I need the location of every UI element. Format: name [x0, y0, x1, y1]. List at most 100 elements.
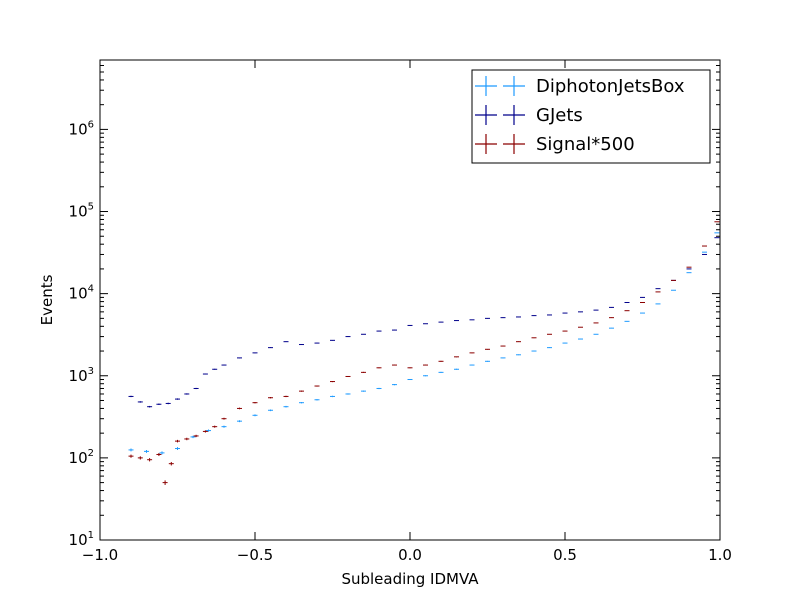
y-tick-label: 105 [69, 202, 94, 221]
data-point [283, 341, 289, 343]
data-point [252, 401, 258, 404]
data-point [159, 451, 165, 455]
data-point [578, 326, 583, 328]
y-tick-label: 102 [69, 448, 94, 467]
data-point [206, 429, 211, 432]
data-point [212, 368, 218, 370]
legend-label-signal: Signal*500 [536, 134, 635, 155]
data-point [392, 384, 397, 386]
data-point [299, 401, 304, 404]
data-point [221, 417, 227, 420]
data-point [144, 449, 149, 453]
data-point [454, 368, 459, 370]
data-point [345, 375, 351, 377]
data-point [299, 390, 304, 392]
legend-entry-diphotonjetsbox: DiphotonJetsBox [475, 76, 685, 97]
data-point [268, 397, 273, 399]
data-point [376, 387, 382, 390]
data-point [531, 350, 537, 352]
data-point [423, 375, 428, 377]
y-tick-label: 104 [69, 284, 94, 303]
data-point [299, 344, 304, 346]
data-point [454, 356, 459, 358]
data-point [578, 338, 583, 340]
data-point [345, 393, 351, 395]
data-point [438, 360, 444, 362]
data-point [500, 357, 506, 359]
data-point [283, 405, 289, 408]
y-tick-label: 101 [69, 530, 94, 549]
data-point [314, 385, 320, 387]
data-point [547, 333, 552, 335]
data-point [202, 373, 208, 375]
data-point [547, 347, 552, 349]
series-layer [128, 221, 720, 485]
data-point [212, 425, 218, 428]
data-point [221, 364, 227, 366]
x-tick-label: 1.0 [708, 546, 732, 564]
data-point [562, 330, 568, 332]
data-point [345, 336, 351, 338]
data-point [128, 448, 134, 452]
data-point [237, 357, 242, 359]
data-point [175, 447, 180, 450]
data-point [165, 402, 171, 405]
data-point [407, 324, 413, 326]
data-point [202, 430, 208, 433]
x-tick-label: 0.5 [553, 546, 577, 564]
data-point [500, 345, 506, 347]
x-tick-label: 0.0 [398, 546, 422, 564]
data-point [361, 371, 366, 373]
data-point [361, 333, 366, 335]
data-point [175, 398, 180, 400]
data-point [268, 347, 273, 349]
data-point [283, 395, 289, 398]
x-tick-label: −1.0 [82, 546, 118, 564]
data-point [423, 364, 428, 366]
data-point [438, 371, 444, 373]
legend: DiphotonJetsBox GJets Signal*500 [471, 69, 711, 164]
data-point [252, 352, 258, 354]
series-diphotonjetsbox [128, 232, 720, 455]
y-tick-label: 106 [69, 119, 94, 138]
data-point [156, 452, 162, 457]
data-point [128, 395, 134, 398]
tick-layer: −1.0 −0.5 0.0 0.5 1.0 101 102 103 104 105 106 [69, 59, 732, 564]
legend-marker-signal [475, 134, 525, 154]
data-point [193, 434, 199, 438]
data-point [314, 399, 320, 401]
data-point [193, 387, 199, 390]
data-point [221, 425, 227, 428]
x-axis-label: Subleading IDMVA [341, 570, 479, 588]
data-point [485, 348, 490, 350]
data-point [314, 342, 320, 344]
legend-label-diphotonjetsbox: DiphotonJetsBox [536, 76, 685, 97]
data-point [147, 458, 153, 462]
data-point [184, 437, 190, 441]
data-point [330, 339, 335, 341]
legend-marker-gjets [475, 105, 525, 125]
data-point [330, 395, 335, 398]
data-point [516, 354, 521, 356]
data-point [330, 381, 335, 383]
data-point [562, 342, 568, 344]
data-point [407, 378, 413, 381]
data-point [184, 393, 190, 395]
y-axis-label: Events [38, 274, 56, 325]
data-point [237, 407, 242, 410]
y-tick-label: 103 [69, 366, 94, 385]
data-point [268, 409, 273, 412]
x-tick-label: −0.5 [237, 546, 273, 564]
data-point [147, 405, 153, 408]
data-point [593, 333, 599, 335]
data-point [469, 364, 475, 366]
data-point [128, 454, 134, 458]
data-point [137, 456, 143, 460]
data-point [407, 367, 413, 369]
data-point [237, 420, 242, 423]
data-point [168, 461, 174, 466]
data-point [531, 337, 537, 339]
data-point [609, 327, 614, 329]
legend-marker-diphotonjetsbox [475, 76, 525, 96]
